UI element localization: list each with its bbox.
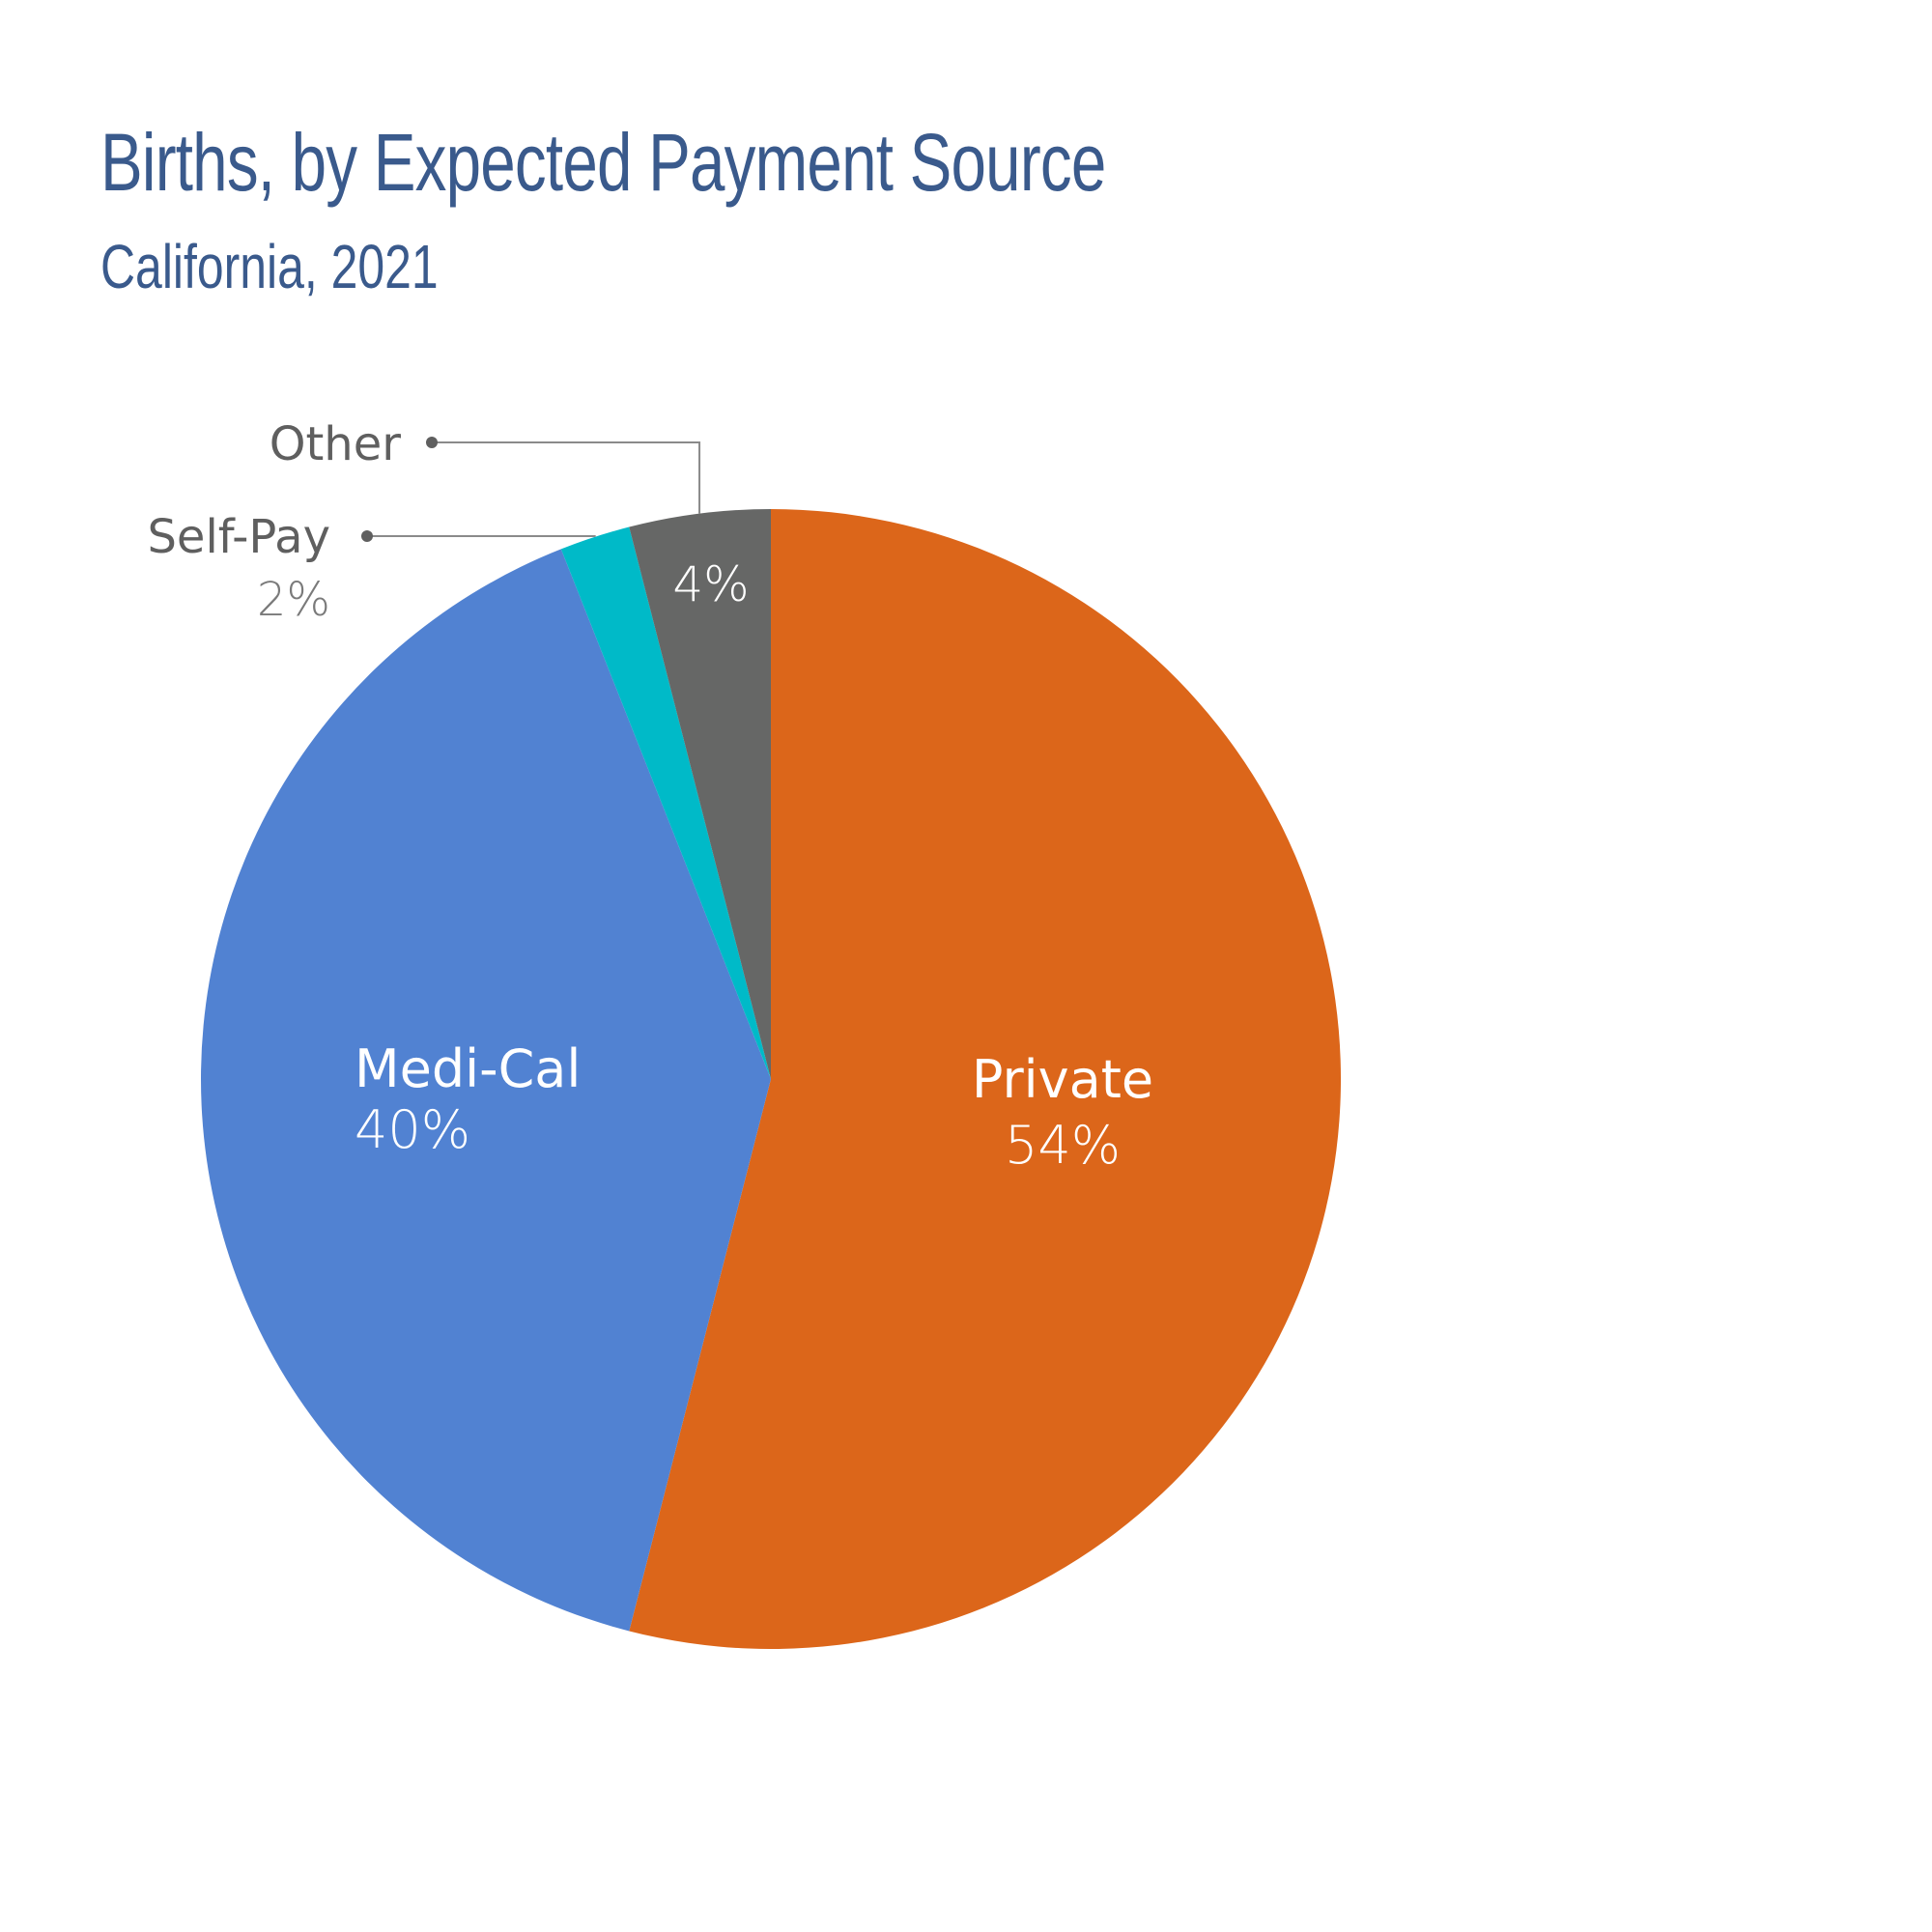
pie-slice-medi-cal bbox=[201, 549, 772, 1632]
chart-subtitle: California, 2021 bbox=[100, 232, 439, 301]
pie-slice-private bbox=[629, 509, 1342, 1649]
slice-value-label-medi-cal: 40% bbox=[355, 1099, 470, 1160]
pie-slice-self-pay bbox=[560, 526, 771, 1079]
slice-label-self-pay: Self-Pay bbox=[147, 510, 330, 564]
leader-dot-other bbox=[426, 437, 438, 448]
pie-slice-other bbox=[629, 509, 771, 1079]
leader-lines bbox=[361, 437, 701, 542]
slice-value-label-self-pay: 2% bbox=[257, 573, 330, 627]
pie-slices bbox=[201, 509, 1342, 1649]
slice-value-label-private: 54% bbox=[1005, 1115, 1121, 1176]
leader-line-self-pay bbox=[367, 535, 596, 537]
leader-dot-self-pay bbox=[361, 530, 373, 542]
slice-label-medi-cal: Medi-Cal bbox=[355, 1038, 581, 1099]
slice-label-private: Private bbox=[972, 1049, 1153, 1110]
chart-title: Births, by Expected Payment Source bbox=[100, 117, 1106, 208]
slice-label-other: Other bbox=[270, 417, 402, 471]
leader-line-other bbox=[432, 441, 701, 514]
slice-value-label-other: 4% bbox=[672, 556, 749, 612]
